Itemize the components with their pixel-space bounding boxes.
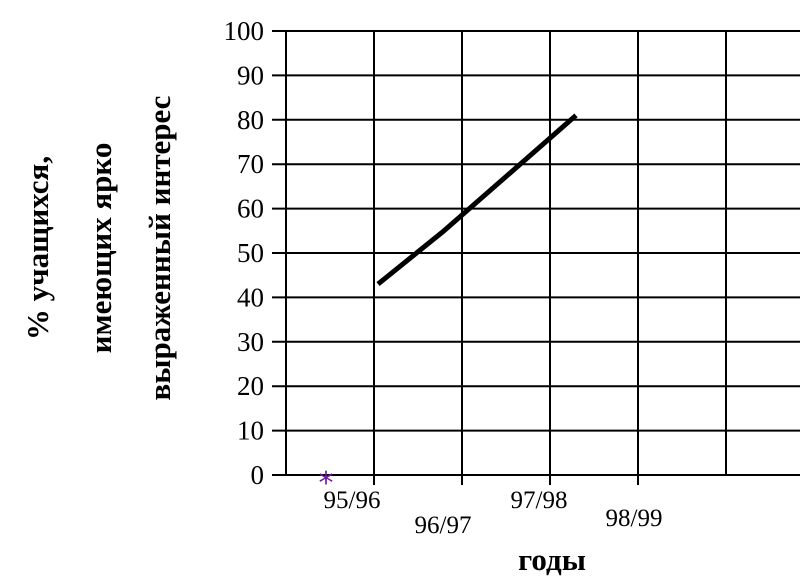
x-tick-label: 96/97 [415,512,472,539]
data-point-marker: * [319,466,334,501]
x-axis-title: годы [518,542,586,577]
y-tick-labels: 0 10 20 30 40 50 60 70 80 90 100 [224,16,265,490]
y-tick-label: 20 [237,371,264,401]
x-tick-label: 95/96 [324,487,381,514]
series-line [376,113,578,287]
x-tick-label: 98/99 [606,505,663,532]
y-tick-label: 60 [237,194,264,224]
y-tick-label: 10 [237,416,264,446]
y-tick-label: 30 [237,327,264,357]
y-axis-title-line-2: имеющих ярко [83,143,118,354]
y-tick-label: 40 [237,282,264,312]
y-tick-label: 80 [237,105,264,135]
y-axis-title-line-1: % учащихся, [20,156,55,340]
y-tick-label: 90 [237,60,264,90]
y-tick-label: 0 [251,460,265,490]
y-tick-label: 100 [224,16,265,46]
y-tick-label: 70 [237,149,264,179]
y-tick-label: 50 [237,238,264,268]
x-tick-labels: 95/96 96/97 97/98 98/99 [324,487,663,539]
y-axis-title-line-3: выраженный интерес [142,96,177,401]
y-axis-title: % учащихся, имеющих ярко выраженный инте… [20,96,177,401]
grid [272,30,800,485]
x-tick-label: 97/98 [511,487,568,514]
